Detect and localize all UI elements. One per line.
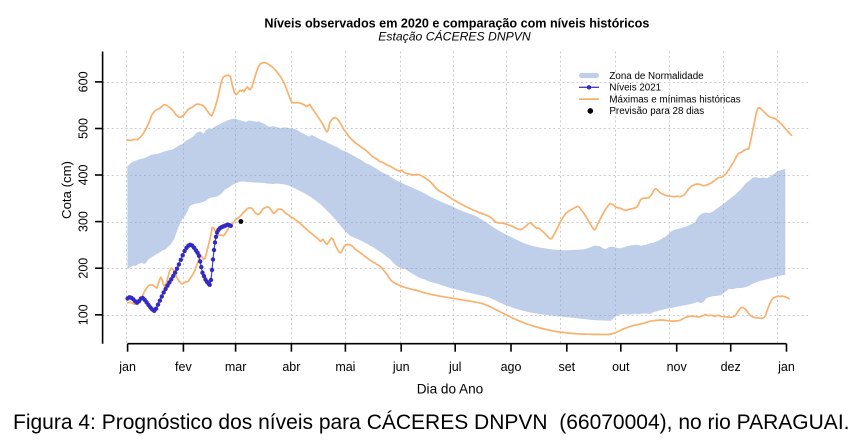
svg-text:600: 600	[77, 71, 91, 92]
svg-text:Dia do Ano: Dia do Ano	[417, 382, 484, 397]
svg-text:jan: jan	[118, 360, 136, 374]
svg-text:dez: dez	[721, 360, 741, 374]
svg-text:fev: fev	[175, 360, 192, 374]
svg-text:set: set	[558, 360, 575, 374]
svg-text:jul: jul	[448, 360, 462, 374]
svg-text:Máximas e mínimas históricas: Máximas e mínimas históricas	[609, 94, 740, 105]
svg-text:Estação CÁCERES DNPVN: Estação CÁCERES DNPVN	[378, 29, 531, 44]
svg-text:Cota (cm): Cota (cm)	[59, 161, 74, 219]
svg-text:Zona de Normalidade: Zona de Normalidade	[609, 71, 704, 82]
svg-text:Níveis observados em 2020 e co: Níveis observados em 2020 e comparação c…	[264, 17, 649, 31]
svg-text:Níveis 2021: Níveis 2021	[609, 83, 661, 94]
svg-text:200: 200	[77, 258, 91, 279]
svg-text:abr: abr	[282, 360, 300, 374]
svg-text:jan: jan	[777, 360, 795, 374]
svg-text:100: 100	[77, 304, 91, 325]
svg-text:nov: nov	[667, 360, 688, 374]
svg-text:500: 500	[77, 118, 91, 139]
svg-text:300: 300	[77, 211, 91, 232]
svg-text:jun: jun	[392, 360, 410, 374]
svg-text:ago: ago	[501, 360, 522, 374]
svg-text:mar: mar	[225, 360, 247, 374]
svg-text:mai: mai	[335, 360, 355, 374]
svg-text:400: 400	[77, 165, 91, 186]
svg-text:Previsão para 28 dias: Previsão para 28 dias	[609, 106, 704, 117]
svg-text:out: out	[612, 360, 630, 374]
